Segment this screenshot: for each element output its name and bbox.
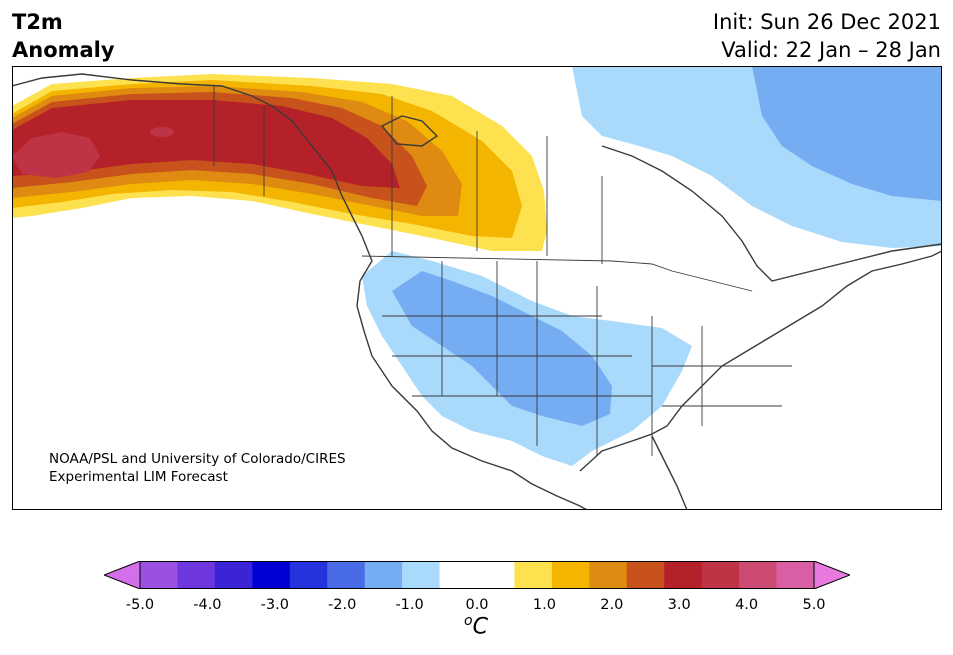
colorbar-tick-label: -2.0 — [328, 597, 357, 613]
colorbar-segment — [402, 561, 441, 589]
colorbar-tick-label: 5.0 — [802, 597, 826, 613]
colorbar-unit: oC — [464, 613, 488, 639]
colorbar-extend-low — [104, 561, 141, 589]
colorbar-tick-label: 2.0 — [600, 597, 624, 613]
colorbar-segment — [776, 561, 815, 589]
colorbar-tick-label: 0.0 — [465, 597, 489, 613]
colorbar-tick-label: 1.0 — [532, 597, 556, 613]
colorbar-tick-label: -4.0 — [193, 597, 222, 613]
colorbar — [104, 561, 850, 589]
colorbar-tick-label: -5.0 — [125, 597, 155, 613]
credit-text: NOAA/PSL and University of Colorado/CIRE… — [49, 450, 346, 486]
colorbar-segment — [140, 561, 178, 589]
colorbar-ticks: -5.0 -4.0 -3.0 -2.0 -1.0 0.0 1.0 2.0 3.0 4.0 5.0 — [0, 597, 953, 617]
cool-anomaly-southwest — [362, 251, 692, 466]
unit-degree: o — [464, 613, 473, 629]
colorbar-segment — [664, 561, 703, 589]
title-anomaly: Anomaly — [12, 38, 115, 62]
colorbar-tick-label: -1.0 — [395, 597, 424, 613]
colorbar-segment — [439, 561, 478, 589]
credit-line-2: Experimental LIM Forecast — [49, 469, 228, 485]
colorbar-segment — [477, 561, 515, 589]
colorbar-segment — [214, 561, 253, 589]
forecast-dates: Init: Sun 26 Dec 2021 Valid: 22 Jan – 28… — [713, 8, 941, 64]
colorbar-segment — [701, 561, 740, 589]
colorbar-segment — [364, 561, 403, 589]
credit-line-1: NOAA/PSL and University of Colorado/CIRE… — [49, 451, 346, 467]
coastlines — [12, 73, 942, 510]
colorbar-segment — [551, 561, 590, 589]
colorbar-segment — [739, 561, 778, 589]
colorbar-extend-high — [813, 561, 850, 589]
colorbar-segment — [514, 561, 553, 589]
valid-range: Valid: 22 Jan – 28 Jan — [721, 38, 941, 62]
colorbar-border — [139, 561, 815, 589]
colorbar-tick-label: -3.0 — [260, 597, 289, 613]
colorbar-segment — [177, 561, 216, 589]
cool-anomaly-northeast — [572, 66, 942, 248]
colorbar-segment — [626, 561, 665, 589]
title-variable: T2m — [12, 10, 63, 34]
colorbar-segment — [252, 561, 291, 589]
map-title: T2m Anomaly — [12, 8, 115, 64]
colorbar-segment — [289, 561, 328, 589]
init-date: Init: Sun 26 Dec 2021 — [712, 10, 941, 34]
anomaly-map — [12, 66, 942, 510]
colorbar-segment — [327, 561, 366, 589]
colorbar-segment — [589, 561, 628, 589]
political-borders — [213, 86, 792, 456]
unit-letter: C — [472, 614, 488, 640]
colorbar-tick-label: 4.0 — [735, 597, 759, 613]
colorbar-tick-label: 3.0 — [667, 597, 691, 613]
